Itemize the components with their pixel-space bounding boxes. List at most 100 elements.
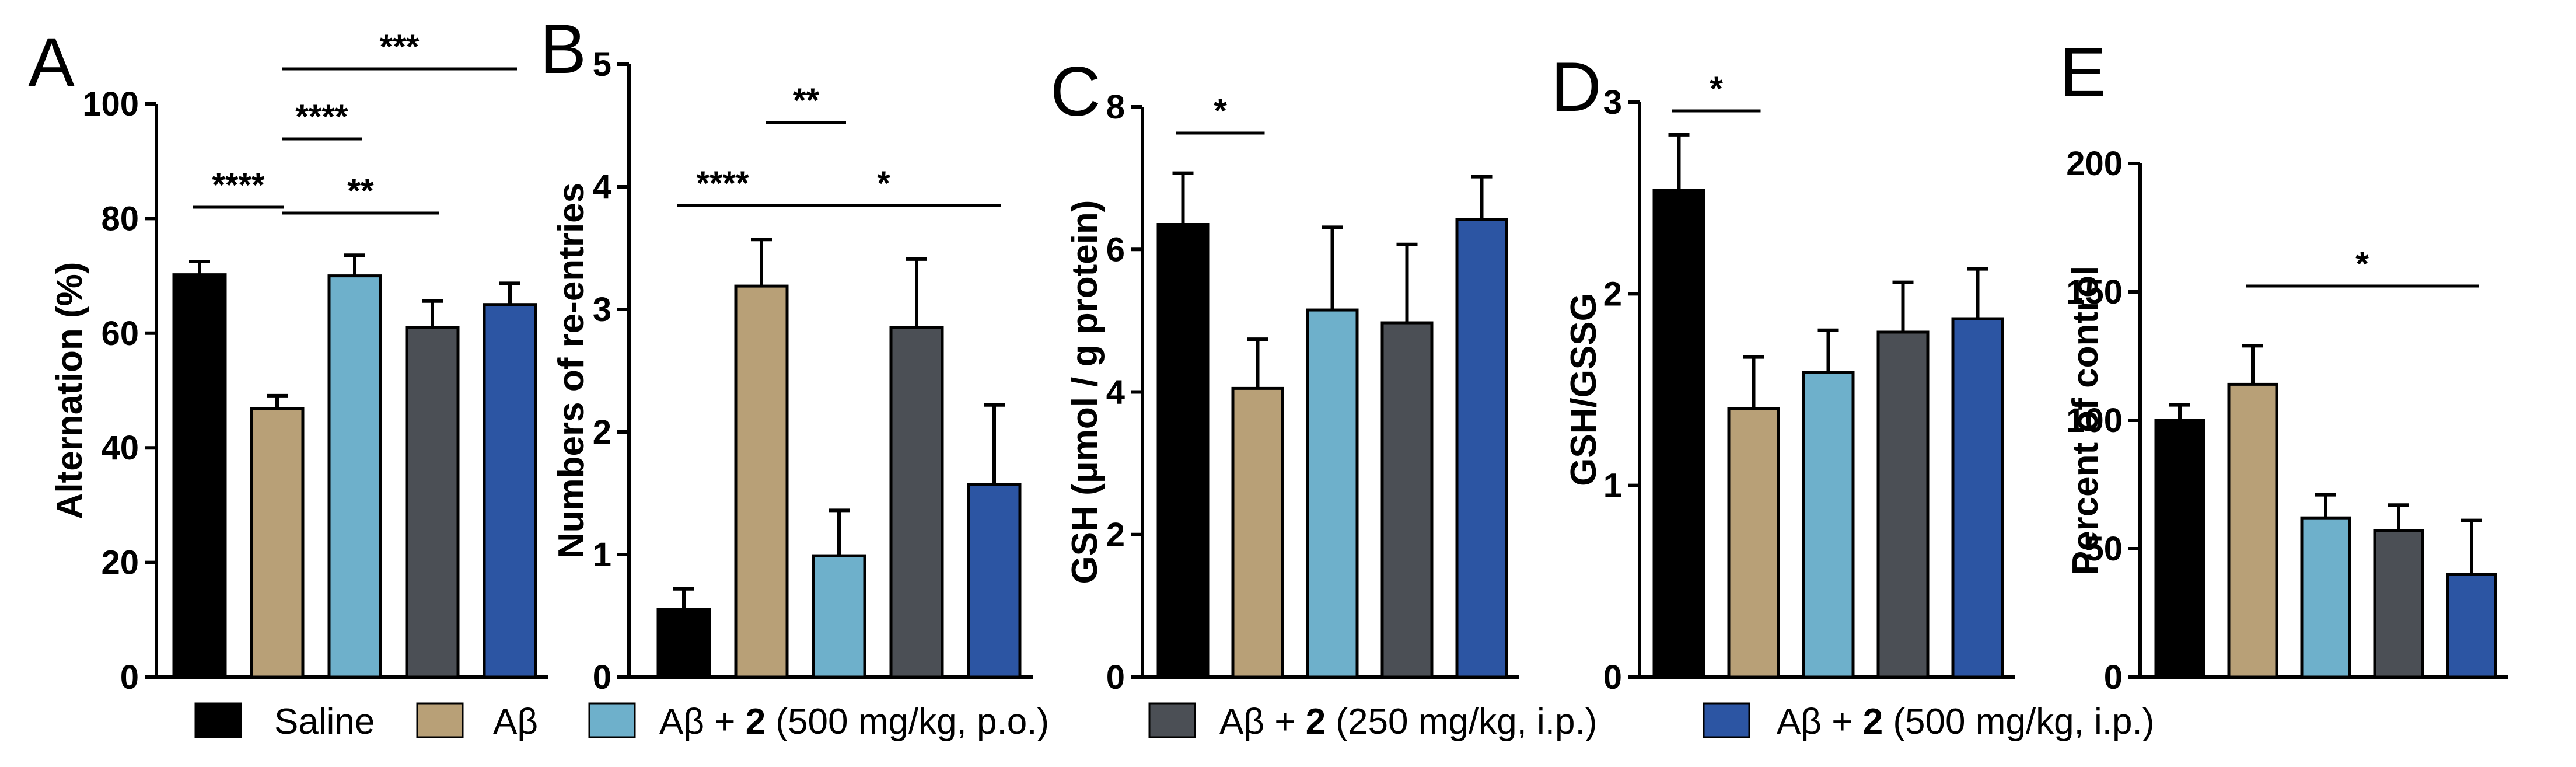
legend-item-abeta-2-500-ip: Aβ + 2 (500 mg/kg, i.p.) bbox=[1703, 702, 2154, 742]
y-tick-label: 8 bbox=[1106, 88, 1125, 126]
legend-item-abeta: Aβ bbox=[416, 702, 538, 742]
bar bbox=[2446, 573, 2497, 679]
legend-swatch-saline bbox=[194, 702, 242, 738]
y-tick-label: 0 bbox=[1603, 658, 1622, 696]
bar bbox=[734, 284, 789, 679]
bar bbox=[1380, 321, 1434, 679]
y-axis-label: Percent of control bbox=[2065, 266, 2106, 576]
legend-label-prefix: Aβ + bbox=[1219, 702, 1306, 742]
y-tick-label: 2 bbox=[1106, 516, 1125, 554]
panel-c: C 0 2 4 6 8 GSH (μmol / g protein) * bbox=[1050, 53, 1519, 696]
significance-label: * bbox=[877, 165, 890, 203]
y-tick-label: 1 bbox=[1603, 467, 1622, 505]
legend-label-saline: Saline bbox=[274, 702, 375, 742]
bar bbox=[327, 274, 382, 679]
bar bbox=[1455, 218, 1508, 679]
bar bbox=[889, 326, 944, 679]
bar bbox=[2154, 419, 2205, 679]
bar bbox=[483, 303, 537, 679]
legend-label-suffix: (500 mg/kg, p.o.) bbox=[766, 702, 1049, 742]
panel-e: E 0 50 100 150 200 Percent of control * bbox=[2060, 33, 2508, 696]
bar bbox=[1727, 407, 1780, 679]
svg-text:Aβ + 2 (250 mg/kg, i.p.): Aβ + 2 (250 mg/kg, i.p.) bbox=[1219, 702, 1597, 742]
legend-item-saline: Saline bbox=[194, 702, 375, 742]
legend-label-prefix: Aβ + bbox=[659, 702, 746, 742]
significance-label: **** bbox=[295, 98, 348, 136]
legend-item-abeta-2-250-ip: Aβ + 2 (250 mg/kg, i.p.) bbox=[1148, 702, 1597, 742]
y-tick-label: 0 bbox=[593, 658, 611, 696]
y-tick-label: 50 bbox=[2085, 530, 2123, 568]
y-tick-label: 0 bbox=[1106, 658, 1125, 696]
y-tick-label: 100 bbox=[2066, 402, 2123, 440]
bar bbox=[1306, 308, 1359, 679]
bar bbox=[1951, 317, 2004, 679]
legend-item-abeta-2-500-po: Aβ + 2 (500 mg/kg, p.o.) bbox=[588, 702, 1049, 742]
y-axis-label: GSH (μmol / g protein) bbox=[1065, 200, 1105, 584]
panel-letter: C bbox=[1050, 53, 1101, 131]
y-axis-label: GSH/GSSG bbox=[1564, 293, 1604, 486]
y-tick-label: 3 bbox=[1603, 83, 1622, 121]
significance-label: * bbox=[2355, 245, 2369, 283]
bar bbox=[1876, 330, 1930, 679]
bar bbox=[1231, 386, 1284, 679]
y-tick-label: 200 bbox=[2066, 145, 2123, 183]
bar bbox=[2227, 382, 2278, 679]
legend-swatch-abeta-2-250-ip bbox=[1148, 702, 1196, 738]
panel-letter: A bbox=[28, 23, 75, 102]
legend-label-abeta: Aβ bbox=[493, 702, 538, 742]
bar bbox=[250, 407, 305, 679]
panel-letter: E bbox=[2060, 33, 2106, 111]
bar bbox=[812, 554, 866, 679]
y-tick-label: 4 bbox=[1106, 374, 1125, 412]
bar bbox=[656, 608, 711, 679]
y-tick-label: 20 bbox=[101, 544, 139, 582]
y-tick-label: 100 bbox=[82, 85, 139, 123]
y-tick-label: 6 bbox=[1106, 231, 1125, 269]
bar bbox=[967, 483, 1022, 679]
bar bbox=[1156, 223, 1210, 679]
significance-label: ** bbox=[347, 172, 374, 210]
legend-swatch-abeta-2-500-ip bbox=[1703, 702, 1750, 738]
y-tick-label: 0 bbox=[2104, 658, 2123, 696]
significance-label: **** bbox=[212, 166, 265, 204]
y-tick-label: 5 bbox=[593, 46, 611, 83]
legend-label-compound: 2 bbox=[1863, 702, 1883, 742]
svg-text:Saline: Saline bbox=[274, 702, 375, 742]
y-tick-label: 80 bbox=[101, 200, 139, 238]
svg-text:Aβ: Aβ bbox=[493, 702, 538, 742]
y-tick-label: 0 bbox=[120, 658, 139, 696]
panel-letter: D bbox=[1551, 48, 1602, 126]
y-tick-label: 2 bbox=[1603, 275, 1622, 313]
y-tick-label: 2 bbox=[593, 413, 611, 451]
legend-label-compound: 2 bbox=[1306, 702, 1326, 742]
svg-text:Aβ + 2 (500 mg/kg, i.p.): Aβ + 2 (500 mg/kg, i.p.) bbox=[1777, 702, 2154, 742]
y-tick-label: 3 bbox=[593, 291, 611, 329]
panel-letter: B bbox=[540, 10, 586, 88]
significance-label: **** bbox=[696, 165, 749, 203]
y-tick-label: 150 bbox=[2066, 273, 2123, 311]
svg-text:Aβ + 2 (500 mg/kg, p.o.): Aβ + 2 (500 mg/kg, p.o.) bbox=[659, 702, 1049, 742]
significance-label: *** bbox=[380, 28, 420, 66]
significance-label: * bbox=[1710, 70, 1723, 108]
significance-label: * bbox=[1214, 92, 1227, 130]
legend-label-compound: 2 bbox=[746, 702, 766, 742]
legend-label-prefix: Aβ + bbox=[1777, 702, 1863, 742]
y-tick-label: 60 bbox=[101, 315, 139, 353]
bar bbox=[1802, 371, 1855, 679]
legend-label-suffix: (250 mg/kg, i.p.) bbox=[1326, 702, 1597, 742]
panel-d: D 0 1 2 3 GSH/GSSG * bbox=[1551, 48, 2015, 696]
significance-label: ** bbox=[793, 82, 820, 120]
y-tick-label: 1 bbox=[593, 536, 611, 574]
bar bbox=[2373, 529, 2424, 679]
bar bbox=[1652, 189, 1705, 679]
legend-swatch-abeta-2-500-po bbox=[588, 702, 636, 738]
legend: Saline Aβ Aβ + 2 (500 mg/kg, p.o.) Aβ + … bbox=[194, 702, 2154, 742]
y-axis-label: Numbers of re-entries bbox=[551, 183, 592, 559]
y-axis-label: Alternation (%) bbox=[50, 262, 90, 520]
bar bbox=[405, 326, 460, 679]
legend-label-suffix: (500 mg/kg, i.p.) bbox=[1883, 702, 2154, 742]
y-tick-label: 4 bbox=[593, 168, 611, 206]
